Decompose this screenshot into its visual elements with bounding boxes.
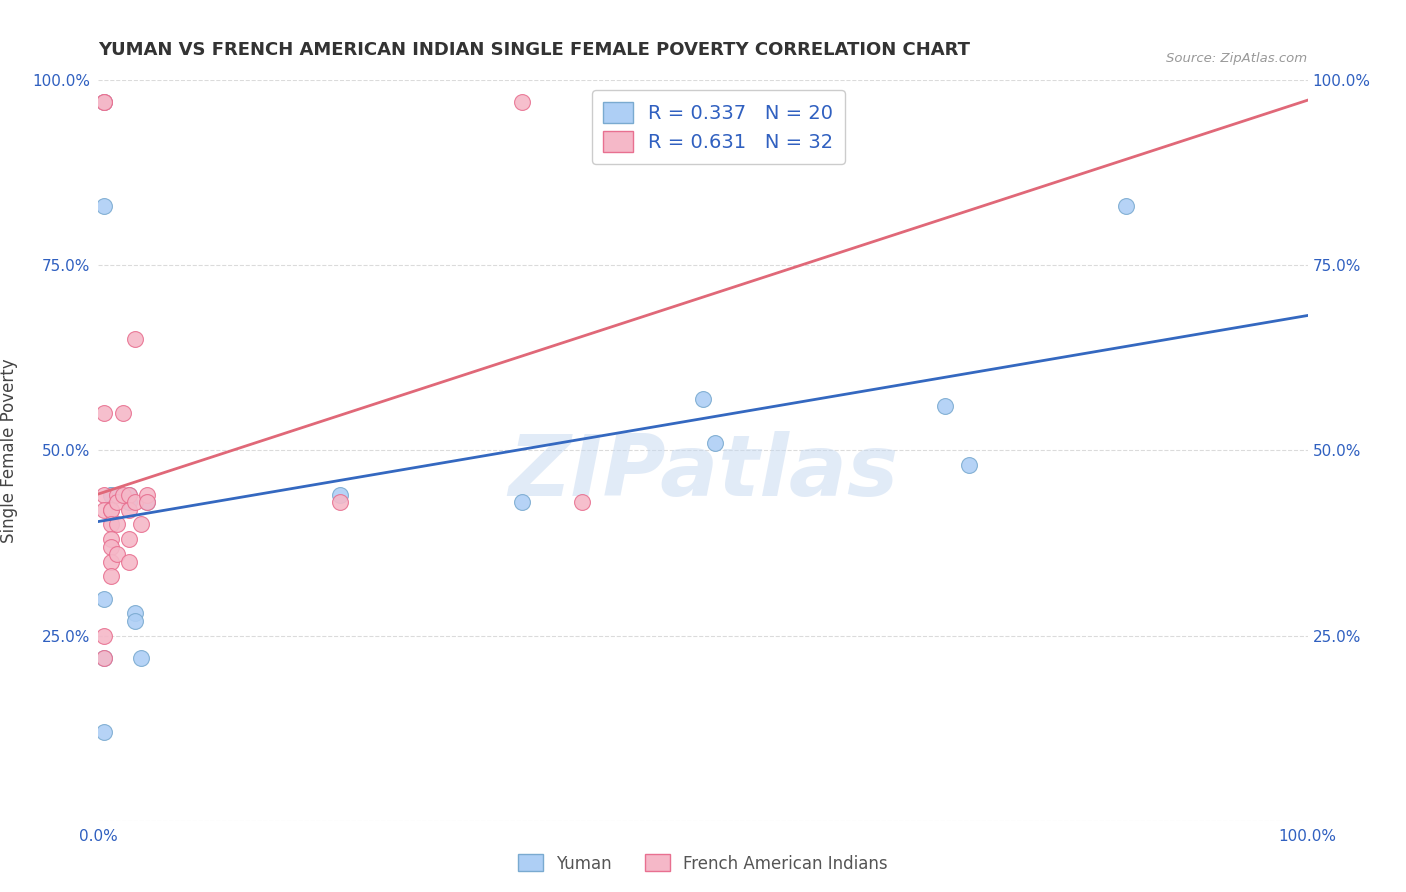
Point bbox=[100, 488, 122, 502]
Point bbox=[105, 488, 128, 502]
Point bbox=[124, 495, 146, 509]
Point bbox=[329, 488, 352, 502]
Point bbox=[93, 95, 115, 110]
Point bbox=[124, 607, 146, 621]
Point bbox=[93, 724, 115, 739]
Point bbox=[105, 495, 128, 509]
Point bbox=[957, 458, 980, 473]
Point bbox=[118, 533, 141, 547]
Point bbox=[100, 488, 122, 502]
Point bbox=[934, 399, 956, 413]
Point bbox=[93, 650, 115, 665]
Point bbox=[118, 495, 141, 509]
Point bbox=[100, 533, 122, 547]
Legend: R = 0.337   N = 20, R = 0.631   N = 32: R = 0.337 N = 20, R = 0.631 N = 32 bbox=[592, 90, 845, 163]
Point bbox=[135, 495, 157, 509]
Point bbox=[111, 488, 134, 502]
Point bbox=[93, 650, 115, 665]
Point bbox=[93, 95, 115, 110]
Point bbox=[105, 547, 128, 561]
Point bbox=[93, 95, 115, 110]
Text: YUMAN VS FRENCH AMERICAN INDIAN SINGLE FEMALE POVERTY CORRELATION CHART: YUMAN VS FRENCH AMERICAN INDIAN SINGLE F… bbox=[98, 41, 970, 59]
Point bbox=[100, 569, 122, 583]
Point bbox=[118, 488, 141, 502]
Point bbox=[124, 614, 146, 628]
Point bbox=[118, 488, 141, 502]
Point bbox=[510, 495, 533, 509]
Point bbox=[105, 517, 128, 532]
Point bbox=[135, 495, 157, 509]
Point bbox=[93, 591, 115, 606]
Point bbox=[100, 502, 122, 516]
Point bbox=[93, 502, 115, 516]
Text: ZIPatlas: ZIPatlas bbox=[508, 431, 898, 514]
Point bbox=[93, 199, 115, 213]
Point bbox=[124, 332, 146, 346]
Point bbox=[93, 628, 115, 642]
Point bbox=[1115, 199, 1137, 213]
Point bbox=[329, 495, 352, 509]
Legend: Yuman, French American Indians: Yuman, French American Indians bbox=[512, 847, 894, 880]
Point bbox=[510, 95, 533, 110]
Point bbox=[129, 650, 152, 665]
Point bbox=[111, 407, 134, 421]
Point bbox=[704, 436, 727, 450]
Point bbox=[118, 555, 141, 569]
Point bbox=[100, 502, 122, 516]
Point bbox=[692, 392, 714, 406]
Point bbox=[118, 502, 141, 516]
Point bbox=[93, 488, 115, 502]
Point bbox=[135, 488, 157, 502]
Y-axis label: Single Female Poverty: Single Female Poverty bbox=[0, 359, 18, 542]
Point bbox=[100, 540, 122, 554]
Text: Source: ZipAtlas.com: Source: ZipAtlas.com bbox=[1167, 53, 1308, 65]
Point bbox=[100, 517, 122, 532]
Point bbox=[129, 517, 152, 532]
Point bbox=[100, 555, 122, 569]
Point bbox=[571, 495, 593, 509]
Point bbox=[93, 407, 115, 421]
